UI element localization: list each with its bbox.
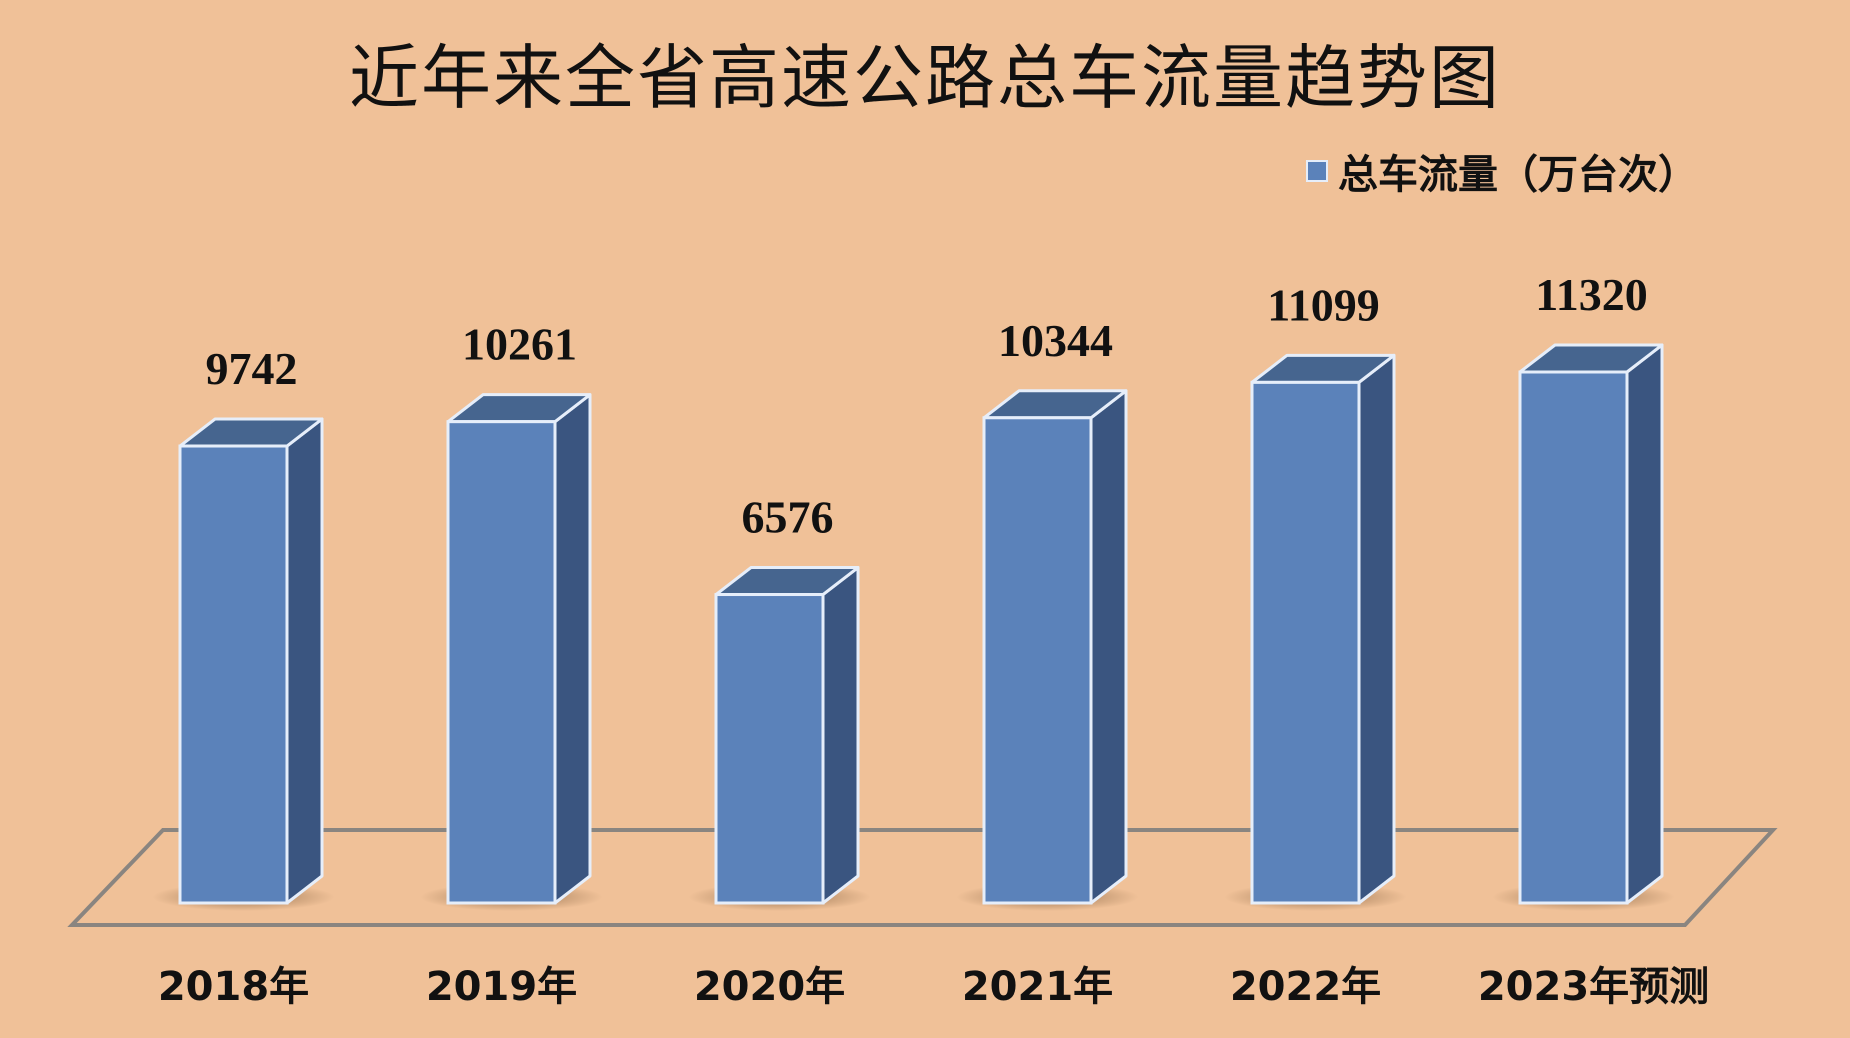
- legend-swatch-icon: [1306, 160, 1328, 182]
- data-label: 11320: [1535, 269, 1647, 320]
- category-labels-group: 2018年 2019年 2020年 2021年 2022年 2023年预测: [158, 964, 1709, 1010]
- bar-3: [688, 566, 871, 911]
- data-label: 10261: [462, 319, 577, 370]
- bar-side-face: [821, 566, 860, 905]
- category-label: 2021年: [962, 964, 1113, 1010]
- bar-side-face: [285, 417, 324, 905]
- category-label: 2020年: [694, 964, 845, 1010]
- category-label: 2022年: [1230, 964, 1381, 1010]
- bar-front-face: [446, 420, 557, 905]
- chart-title: 近年来全省高速公路总车流量趋势图: [349, 37, 1501, 119]
- bar-side-face: [1089, 389, 1128, 905]
- bar-5: [1224, 353, 1407, 911]
- category-label: 2018年: [158, 964, 309, 1010]
- data-label: 10344: [998, 315, 1113, 366]
- category-label: 2019年: [426, 964, 577, 1010]
- bar-front-face: [714, 593, 825, 905]
- bars-group: [152, 343, 1675, 911]
- bar-front-face: [178, 444, 289, 905]
- bar-front-face: [982, 416, 1093, 905]
- bar-side-face: [553, 393, 592, 905]
- bar-front-face: [1250, 380, 1361, 905]
- bar-side-face: [1357, 353, 1396, 905]
- data-label: 11099: [1267, 279, 1379, 330]
- bar-1: [152, 417, 335, 911]
- data-label: 9742: [206, 343, 298, 394]
- bar-4: [956, 389, 1139, 911]
- bar-side-face: [1625, 343, 1664, 905]
- legend-label: 总车流量（万台次）: [1338, 152, 1698, 198]
- bar-6: [1492, 343, 1675, 911]
- floor-plane: [67, 828, 1778, 927]
- legend: 总车流量（万台次）: [1306, 142, 1698, 200]
- bar-front-face: [1518, 370, 1629, 905]
- value-labels-group: 9742 10261 6576 10344 11099 11320: [206, 269, 1648, 543]
- data-label: 6576: [742, 492, 834, 543]
- bar-2: [420, 393, 603, 911]
- category-label: 2023年预测: [1478, 964, 1709, 1010]
